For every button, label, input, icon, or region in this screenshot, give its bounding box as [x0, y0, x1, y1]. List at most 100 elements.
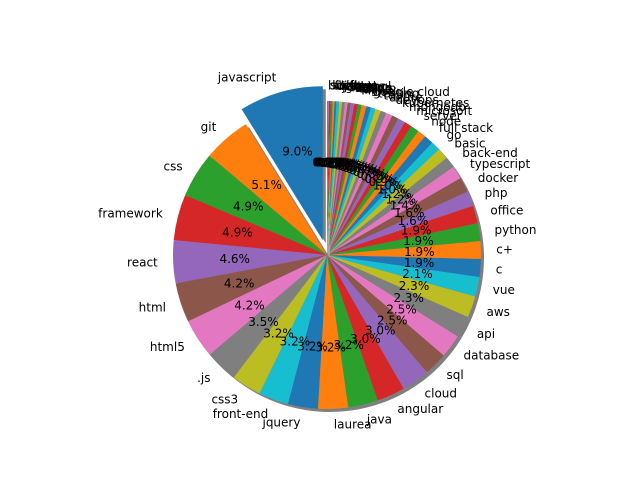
pie-wedge — [327, 101, 345, 255]
slice-category-label: team — [383, 88, 414, 102]
slice-percent-label: 1.9% — [404, 256, 435, 270]
pie-label-layer: javascript git css framework react html html5.… — [98, 70, 536, 431]
slice-percent-label: 3.2% — [333, 338, 364, 352]
pie-wedge — [327, 149, 447, 255]
pie-wedge — [327, 101, 340, 255]
slice-percent-label: 0.4% — [327, 157, 358, 171]
pie-wedge — [327, 108, 381, 255]
slice-percent-label: 3.2% — [297, 339, 328, 353]
slice-percent-label: 4.2% — [224, 277, 255, 291]
pie-wedge — [327, 205, 478, 255]
pie-wedge — [327, 131, 426, 255]
pie-wedge — [188, 255, 327, 355]
slice-category-label: laurea — [334, 417, 372, 431]
pie-wedge — [327, 157, 454, 255]
slice-category-label: devops — [395, 93, 438, 107]
slice-category-label: front-end — [213, 407, 268, 421]
pie-wedge — [327, 241, 482, 260]
slice-percent-label: 2.3% — [399, 279, 430, 293]
slice-percent-label: 0.3% — [323, 156, 354, 170]
pie-wedge — [327, 255, 480, 297]
slice-percent-label: 1.9% — [403, 234, 434, 248]
slice-percent-label: 3.2% — [263, 327, 294, 341]
slice-percent-label: 0.7% — [349, 163, 380, 177]
pie-wedge — [327, 255, 427, 389]
slice-percent-label: 0.6% — [346, 162, 377, 176]
slice-percent-label: 4.2% — [234, 298, 265, 312]
pie-wedge — [327, 136, 433, 255]
pie-wedge — [327, 255, 481, 277]
pie-wedge — [241, 86, 323, 241]
pie-wedge — [327, 255, 378, 408]
slice-percent-label: 0.3% — [318, 156, 349, 170]
slice-category-label: jquery — [261, 415, 300, 429]
slice-percent-label: 1.4% — [390, 198, 421, 212]
pie-wedge — [327, 103, 359, 256]
slice-percent-label: 0.2% — [317, 156, 348, 170]
slice-category-label: basic — [454, 136, 485, 150]
slice-category-label: sass — [348, 80, 374, 94]
slice-category-label: spring — [355, 81, 392, 95]
pie-wedge — [327, 101, 337, 255]
slice-category-label: css3 — [211, 392, 238, 406]
pie-wedge — [327, 122, 412, 256]
slice-percent-label: 9.0% — [282, 144, 313, 158]
slice-category-label: graphql — [345, 80, 391, 94]
slice-percent-label: 0.5% — [337, 159, 368, 173]
pie-wedge — [327, 101, 333, 255]
slice-percent-label: 0.2% — [316, 156, 347, 170]
slice-percent-label: 0.2% — [312, 156, 343, 170]
slice-percent-label: 0.8% — [360, 169, 391, 183]
pie-wedge — [173, 240, 327, 284]
slice-percent-label: 3.0% — [365, 324, 396, 338]
slice-percent-label: 2.5% — [377, 313, 408, 327]
slice-percent-label: 2.5% — [386, 303, 417, 317]
slice-category-label: vue — [493, 283, 515, 297]
slice-category-label: mongodb — [409, 100, 466, 114]
pie-wedge — [175, 255, 327, 322]
pie-wedge — [327, 101, 331, 255]
slice-percent-label: 0.2% — [315, 156, 346, 170]
pie-wedge — [327, 110, 387, 256]
slice-percent-label: 1.9% — [404, 245, 435, 259]
pie-wedge — [327, 101, 343, 256]
slice-category-label: bi — [328, 79, 339, 93]
slice-category-label: swift — [330, 79, 358, 93]
slice-category-label: c+ — [496, 243, 513, 257]
pie-wedge — [173, 195, 327, 255]
pie-wedge — [327, 255, 444, 373]
pie-percent-layer: 9.0%5.1%4.9%4.9%4.6%4.2%4.2%3.5%3.2%3.2%… — [219, 144, 434, 354]
pie-wedge — [288, 255, 327, 409]
slice-percent-label: 0.3% — [325, 157, 356, 171]
slice-percent-label: 4.9% — [222, 225, 253, 239]
slice-category-label: java — [366, 413, 392, 427]
slice-percent-label: 0.5% — [340, 160, 371, 174]
pie-wedge — [327, 142, 439, 255]
slice-category-label: react — [127, 256, 158, 270]
pie-wedge — [327, 102, 355, 255]
pie-wedge — [327, 178, 468, 255]
slice-percent-label: 1.0% — [373, 179, 404, 193]
pie-wedge — [317, 255, 349, 410]
slice-category-label: linux — [368, 84, 397, 98]
slice-category-label: css — [164, 159, 183, 173]
slice-percent-label: 3.2% — [280, 335, 311, 349]
pie-wedge — [327, 126, 419, 256]
slice-percent-label: 1.2% — [381, 187, 412, 201]
slice-percent-label: 0.7% — [353, 165, 384, 179]
pie-wedge — [327, 112, 393, 255]
slice-category-label: node — [431, 114, 461, 128]
pie-wedge — [327, 255, 458, 356]
slice-percent-label: 3.5% — [248, 315, 279, 329]
pie-wedge — [327, 191, 473, 255]
pie-wedge — [327, 106, 372, 255]
pie-wedge — [327, 118, 405, 255]
slice-percent-label: 3.0% — [350, 332, 381, 346]
slice-percent-label: 0.9% — [364, 172, 395, 186]
slice-percent-label: 0.5% — [334, 158, 365, 172]
slice-category-label: database — [464, 348, 520, 362]
slice-percent-label: 0.9% — [369, 175, 400, 189]
slice-percent-label: 0.3% — [322, 156, 353, 170]
slice-percent-label: 1.6% — [394, 206, 425, 220]
slice-category-label: angular — [397, 402, 443, 416]
